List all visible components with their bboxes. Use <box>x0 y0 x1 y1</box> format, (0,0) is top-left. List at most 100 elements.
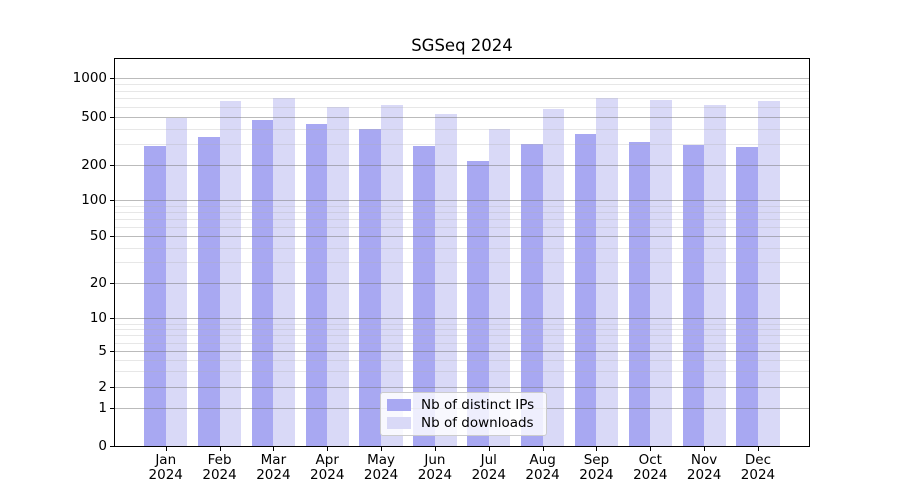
x-tick-label-year: 2024 <box>310 467 345 483</box>
bar-downloads <box>381 105 403 446</box>
legend-item-distinct-ips: Nb of distinct IPs <box>381 396 546 413</box>
y-tick-label: 10 <box>89 310 107 327</box>
gridline-minor <box>115 218 809 220</box>
legend-item-downloads: Nb of downloads <box>381 414 546 431</box>
y-tick-label: 0 <box>98 438 107 454</box>
gridline-minor <box>115 247 809 249</box>
bar-downloads <box>757 101 780 446</box>
x-tick-label: Feb 2024 <box>190 453 250 483</box>
bar-downloads <box>273 98 295 446</box>
y-tick-label: 500 <box>81 109 107 125</box>
x-tick-label-month: Jul <box>480 452 497 468</box>
y-tick-label: 2 <box>98 379 107 396</box>
x-tick-mark <box>434 447 436 451</box>
bar-distinct-ips <box>197 137 220 446</box>
bar-distinct-ips <box>413 146 435 446</box>
gridline-major <box>115 78 809 80</box>
gridline-minor <box>115 262 809 264</box>
bar-distinct-ips <box>574 134 597 446</box>
y-tick-label: 1000 <box>72 70 107 87</box>
x-tick-label-month: Jun <box>424 452 446 468</box>
gridline-major <box>115 164 809 166</box>
x-tick-label-year: 2024 <box>686 467 722 483</box>
bar-distinct-ips <box>682 144 705 446</box>
gridline-minor <box>115 211 809 213</box>
x-tick-label-year: 2024 <box>525 467 560 483</box>
x-tick-label-month: Apr <box>315 452 339 468</box>
x-tick-label: Jun 2024 <box>405 453 465 483</box>
y-tick-label: 50 <box>89 228 107 244</box>
x-tick-label-month: Jan <box>155 452 177 468</box>
y-tick-label: 1 <box>98 400 107 417</box>
x-tick-mark <box>542 447 544 451</box>
gridline-major <box>115 318 809 320</box>
y-tick-mark <box>110 117 115 118</box>
x-tick-mark <box>273 447 275 451</box>
y-tick-mark <box>110 408 115 410</box>
x-tick-label-year: 2024 <box>740 467 776 483</box>
bar-distinct-ips <box>359 129 382 446</box>
x-tick-label: Apr 2024 <box>297 453 357 483</box>
x-tick-label-month: Nov <box>690 452 718 468</box>
gridline-minor <box>115 342 809 344</box>
x-tick-label-month: Mar <box>260 452 287 468</box>
y-tick-mark <box>110 164 115 166</box>
x-tick-label-month: Oct <box>638 452 662 468</box>
legend-label-downloads: Nb of downloads <box>421 414 534 431</box>
y-tick-mark <box>110 78 115 80</box>
bar-downloads <box>650 100 672 446</box>
gridline-minor <box>115 329 809 331</box>
legend-label-distinct-ips: Nb of distinct IPs <box>421 396 535 413</box>
bar-distinct-ips <box>305 123 328 446</box>
legend-swatch-downloads-icon <box>387 417 411 429</box>
y-tick-mark <box>110 236 115 237</box>
x-tick-label-year: 2024 <box>148 467 183 483</box>
y-tick-label: 5 <box>98 343 107 360</box>
gridline-minor <box>115 106 809 108</box>
bar-downloads <box>596 97 619 446</box>
x-tick-label: Oct 2024 <box>620 453 680 483</box>
gridline-minor <box>115 84 809 86</box>
x-tick-label: Jul 2024 <box>459 453 519 483</box>
x-tick-label: May 2024 <box>351 453 411 483</box>
x-tick-mark <box>596 447 598 451</box>
legend: Nb of distinct IPs Nb of downloads <box>380 392 547 436</box>
gridline-minor <box>115 98 809 100</box>
x-tick-label: Sep 2024 <box>566 453 626 483</box>
bar-distinct-ips <box>736 147 758 446</box>
bar-downloads <box>434 113 457 446</box>
x-tick-label-year: 2024 <box>579 467 614 483</box>
x-tick-mark <box>327 447 329 451</box>
gridline-minor <box>115 90 809 92</box>
x-tick-label: Aug 2024 <box>513 453 573 483</box>
x-tick-mark <box>488 447 490 451</box>
gridline-major <box>115 351 809 353</box>
chart-title: SGSeq 2024 <box>411 36 513 55</box>
gridline-minor <box>115 371 809 373</box>
x-tick-label-year: 2024 <box>417 467 453 483</box>
gridline-minor <box>115 143 809 145</box>
x-tick-label: Nov 2024 <box>674 453 734 483</box>
x-tick-label-month: Feb <box>207 452 232 468</box>
x-tick-mark <box>165 447 167 451</box>
x-tick-mark <box>381 447 383 451</box>
plot-inner <box>115 59 809 446</box>
bar-downloads <box>219 101 242 446</box>
x-tick-label: Mar 2024 <box>243 453 303 483</box>
gridline-minor <box>115 335 809 337</box>
gridline-minor <box>115 323 809 325</box>
bar-distinct-ips <box>628 142 651 446</box>
bar-distinct-ips <box>521 143 543 446</box>
y-tick-label: 200 <box>81 156 107 173</box>
x-tick-label-month: Dec <box>744 452 772 468</box>
x-tick-label-year: 2024 <box>633 467 668 483</box>
x-tick-label: Jan 2024 <box>136 453 196 483</box>
x-tick-label: Dec 2024 <box>728 453 788 483</box>
gridline-major <box>115 236 809 237</box>
x-tick-mark <box>757 447 759 451</box>
bar-downloads <box>165 118 188 446</box>
gridline-major <box>115 283 809 285</box>
gridline-minor <box>115 128 809 130</box>
bar-downloads <box>542 109 565 446</box>
